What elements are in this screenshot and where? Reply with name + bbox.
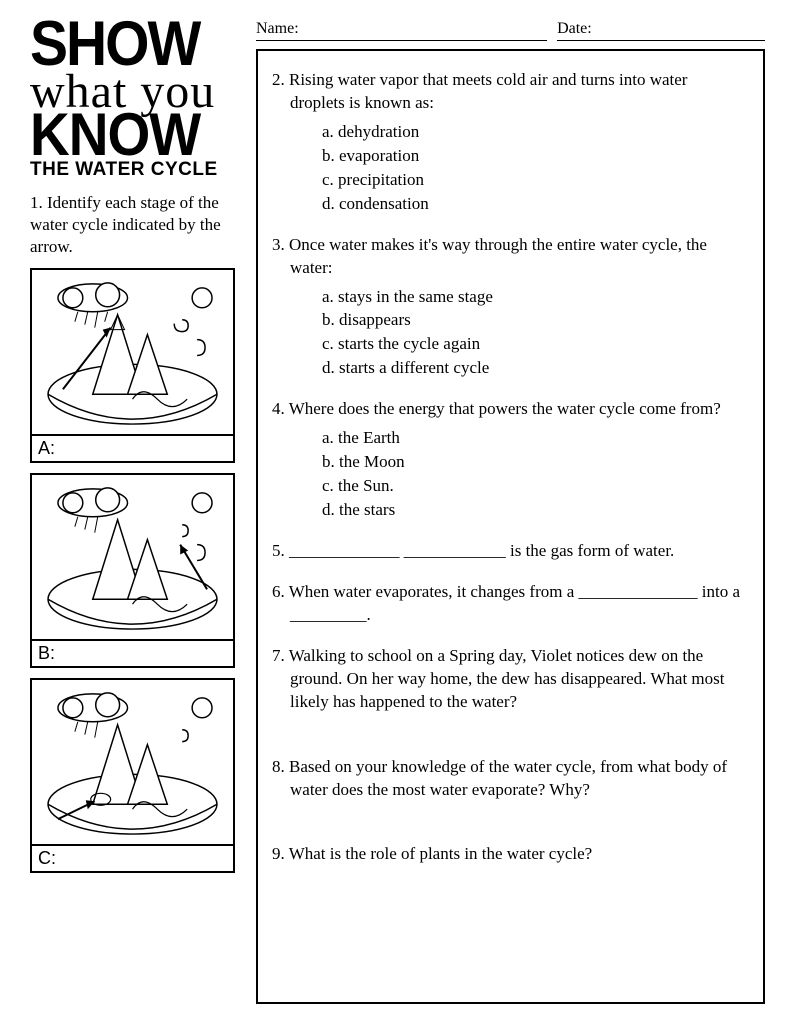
q4-opt-d[interactable]: d. the stars [322, 499, 745, 522]
title-line3: KNOW [30, 109, 238, 160]
diagram-a-label[interactable]: A: [32, 434, 233, 461]
worksheet-page: SHOW what you KNOW THE WATER CYCLE 1. Id… [0, 0, 793, 1024]
q9-text: 9. What is the role of plants in the wat… [272, 843, 745, 866]
q2-opt-d[interactable]: d. condensation [322, 193, 745, 216]
diagram-a: A: [30, 268, 235, 463]
q6-text: 6. When water evaporates, it changes fro… [272, 581, 745, 627]
q4-text: 4. Where does the energy that powers the… [272, 398, 745, 421]
q4-opt-b[interactable]: b. the Moon [322, 451, 745, 474]
q4-options: a. the Earth b. the Moon c. the Sun. d. … [322, 427, 745, 522]
question-2: 2. Rising water vapor that meets cold ai… [272, 69, 745, 216]
q8-text: 8. Based on your knowledge of the water … [272, 756, 745, 802]
question-9[interactable]: 9. What is the role of plants in the wat… [272, 843, 745, 866]
water-cycle-icon [32, 680, 233, 844]
q2-text: 2. Rising water vapor that meets cold ai… [272, 69, 745, 115]
q3-opt-d[interactable]: d. starts a different cycle [322, 357, 745, 380]
water-cycle-icon [32, 270, 233, 434]
diagram-c: C: [30, 678, 235, 873]
q3-opt-b[interactable]: b. disappears [322, 309, 745, 332]
diagram-c-label[interactable]: C: [32, 844, 233, 871]
q3-options: a. stays in the same stage b. disappears… [322, 286, 745, 381]
question-1: 1. Identify each stage of the water cycl… [30, 192, 238, 258]
q3-opt-a[interactable]: a. stays in the same stage [322, 286, 745, 309]
q4-opt-a[interactable]: a. the Earth [322, 427, 745, 450]
date-label: Date: [557, 20, 592, 38]
header-row: Name: Date: [256, 20, 765, 41]
title-line1: SHOW [30, 18, 238, 71]
question-8[interactable]: 8. Based on your knowledge of the water … [272, 756, 745, 826]
question-6[interactable]: 6. When water evaporates, it changes fro… [272, 581, 745, 627]
name-field[interactable]: Name: [256, 20, 547, 41]
q2-options: a. dehydration b. evaporation c. precipi… [322, 121, 745, 216]
water-cycle-icon [32, 475, 233, 639]
title-block: SHOW what you KNOW THE WATER CYCLE [30, 20, 238, 178]
question-3: 3. Once water makes it's way through the… [272, 234, 745, 381]
q3-text: 3. Once water makes it's way through the… [272, 234, 745, 280]
question-7[interactable]: 7. Walking to school on a Spring day, Vi… [272, 645, 745, 738]
q3-opt-c[interactable]: c. starts the cycle again [322, 333, 745, 356]
questions-box: 2. Rising water vapor that meets cold ai… [256, 49, 765, 1004]
q4-opt-c[interactable]: c. the Sun. [322, 475, 745, 498]
name-label: Name: [256, 20, 299, 38]
right-column: Name: Date: 2. Rising water vapor that m… [256, 20, 765, 1004]
question-4: 4. Where does the energy that powers the… [272, 398, 745, 522]
question-5[interactable]: 5. _____________ ____________ is the gas… [272, 540, 745, 563]
q5-text: 5. _____________ ____________ is the gas… [272, 540, 745, 563]
diagram-b-label[interactable]: B: [32, 639, 233, 666]
diagram-b: B: [30, 473, 235, 668]
q2-opt-c[interactable]: c. precipitation [322, 169, 745, 192]
q2-opt-a[interactable]: a. dehydration [322, 121, 745, 144]
q2-opt-b[interactable]: b. evaporation [322, 145, 745, 168]
left-column: SHOW what you KNOW THE WATER CYCLE 1. Id… [30, 20, 238, 1004]
date-field[interactable]: Date: [557, 20, 765, 41]
q7-text: 7. Walking to school on a Spring day, Vi… [272, 645, 745, 714]
